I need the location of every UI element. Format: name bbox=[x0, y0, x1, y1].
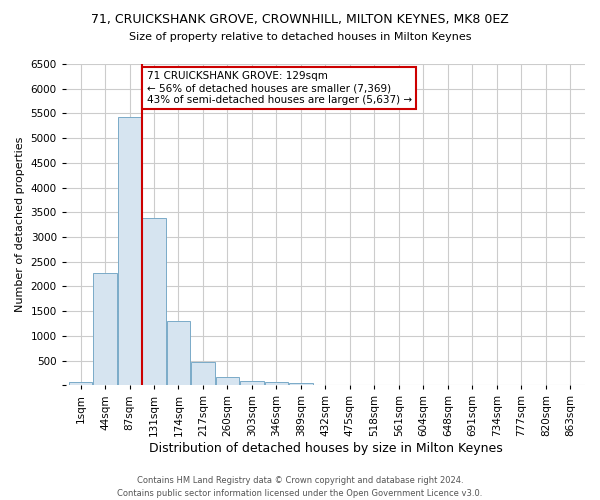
Text: 71 CRUICKSHANK GROVE: 129sqm
← 56% of detached houses are smaller (7,369)
43% of: 71 CRUICKSHANK GROVE: 129sqm ← 56% of de… bbox=[146, 72, 412, 104]
Text: Size of property relative to detached houses in Milton Keynes: Size of property relative to detached ho… bbox=[129, 32, 471, 42]
Text: Contains HM Land Registry data © Crown copyright and database right 2024.
Contai: Contains HM Land Registry data © Crown c… bbox=[118, 476, 482, 498]
Y-axis label: Number of detached properties: Number of detached properties bbox=[15, 137, 25, 312]
Bar bbox=[118, 117, 141, 386]
Bar bbox=[216, 377, 239, 386]
Text: 71, CRUICKSHANK GROVE, CROWNHILL, MILTON KEYNES, MK8 0EZ: 71, CRUICKSHANK GROVE, CROWNHILL, MILTON… bbox=[91, 12, 509, 26]
Bar bbox=[241, 382, 263, 386]
Bar bbox=[167, 320, 190, 386]
Bar bbox=[191, 362, 215, 386]
Bar bbox=[265, 382, 288, 386]
Bar bbox=[142, 218, 166, 386]
X-axis label: Distribution of detached houses by size in Milton Keynes: Distribution of detached houses by size … bbox=[149, 442, 502, 455]
Bar bbox=[289, 384, 313, 386]
Bar bbox=[94, 273, 116, 386]
Bar bbox=[69, 382, 92, 386]
